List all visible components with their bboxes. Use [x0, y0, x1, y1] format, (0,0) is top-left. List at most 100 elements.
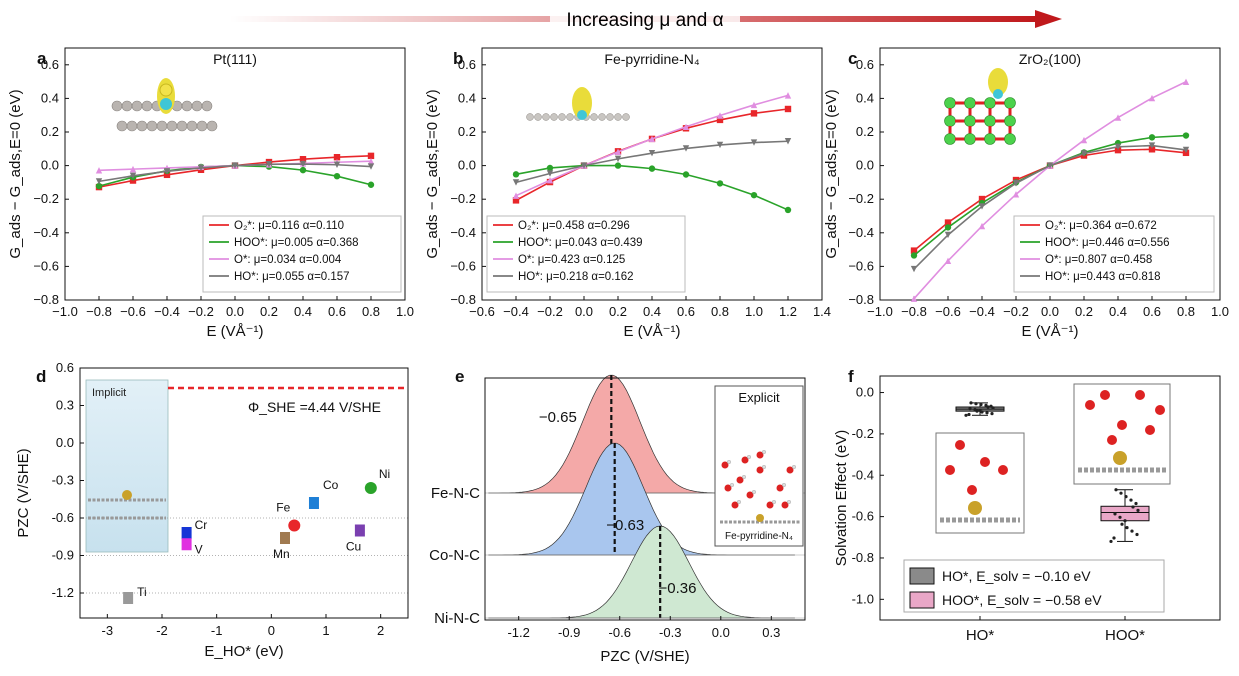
x-tick-label: -0.9 [558, 625, 580, 640]
data-point [979, 402, 983, 407]
data-point [944, 224, 952, 231]
row-label: Fe-N-C [431, 485, 480, 502]
data-point [1130, 529, 1134, 533]
data-point [978, 408, 982, 412]
panel-title: ZrO₂(100) [1019, 51, 1081, 67]
data-point [197, 164, 205, 172]
atom-icon [964, 133, 976, 145]
atom-icon [944, 133, 956, 145]
x-tick-label: 1.0 [745, 304, 763, 319]
data-point [969, 401, 973, 405]
point-label: V [195, 542, 203, 556]
y-tick-label: -0.6 [852, 509, 874, 524]
atom-icon [1004, 115, 1016, 127]
x-axis-label: E_HO* (eV) [204, 643, 283, 660]
water-icon [1135, 390, 1145, 400]
x-tick-label: 0.0 [575, 304, 593, 319]
atom-icon [526, 113, 534, 121]
water-icon [741, 456, 749, 464]
data-point [682, 123, 690, 130]
water-icon [980, 457, 990, 467]
legend-swatch [909, 567, 935, 585]
atom-icon [944, 115, 956, 127]
data-point [614, 162, 622, 169]
data-point [1120, 522, 1124, 526]
water-icon [752, 490, 757, 495]
data-point [546, 170, 554, 177]
data-point [750, 139, 758, 146]
data-point [1182, 78, 1190, 85]
y-tick-label: 0.2 [856, 124, 874, 139]
box [1100, 505, 1150, 522]
y-axis-label: G_ads − G_ads,E=0 (eV) [424, 89, 441, 258]
x-tick-label: 1.0 [1211, 304, 1229, 319]
point-label: Fe [276, 501, 290, 515]
x-tick-label: 0.0 [712, 625, 730, 640]
water-icon [756, 451, 764, 459]
data-point [1148, 142, 1156, 149]
mean-label: −0.63 [606, 517, 644, 534]
water-icon [756, 466, 764, 474]
y-tick-label: -0.3 [52, 473, 74, 488]
y-tick-label: 0.6 [458, 57, 476, 72]
data-point [944, 231, 952, 239]
series-line [515, 94, 789, 197]
charge-density-icon [160, 98, 172, 110]
data-point [978, 222, 986, 230]
atom-icon [186, 120, 198, 132]
x-axis-label: E (VÅ⁻¹) [623, 323, 680, 340]
atom-icon [181, 100, 193, 112]
atom-icon [534, 113, 542, 121]
point-label: Ni [379, 467, 390, 481]
water-icon [945, 465, 955, 475]
legend-label: O*: μ=0.034 α=0.004 [234, 254, 342, 266]
header-title-bg [550, 4, 740, 32]
data-point [989, 404, 993, 408]
y-tick-label: 0.6 [856, 57, 874, 72]
water-icon [747, 455, 752, 460]
atom-icon [944, 97, 956, 109]
panel-letter: b [453, 49, 463, 68]
water-icon [746, 491, 754, 499]
legend-label: O*: μ=0.807 α=0.458 [1045, 254, 1152, 266]
x-tick-label: 0.0 [1041, 304, 1059, 319]
x-tick-label: 0.4 [643, 304, 661, 319]
data-point [648, 165, 656, 172]
data-point [580, 162, 588, 169]
water-icon [742, 475, 747, 480]
data-point [299, 156, 307, 163]
y-axis-label: Solvation Effect (eV) [833, 430, 850, 566]
x-tick-label: 0.6 [328, 304, 346, 319]
x-tick-label: -0.6 [609, 625, 631, 640]
x-tick-label: 0.2 [260, 304, 278, 319]
y-tick-label: −0.8 [450, 292, 476, 307]
atom-icon [131, 100, 143, 112]
point-label: Mn [273, 547, 290, 561]
data-point [716, 180, 724, 187]
data-point [944, 219, 952, 226]
atom-icon [558, 113, 566, 121]
water-icon [766, 501, 774, 509]
water-icon [1155, 405, 1165, 415]
x-tick-label: -3 [102, 623, 114, 638]
data-point [1129, 498, 1133, 502]
data-point [546, 177, 554, 184]
implicit-solvent-inset [85, 379, 169, 553]
water-icon [721, 461, 729, 469]
legend-label: O*: μ=0.423 α=0.125 [518, 254, 625, 266]
atom-icon [156, 120, 168, 132]
water-icon [998, 465, 1008, 475]
atom-icon [984, 133, 996, 145]
y-tick-label: -0.6 [52, 510, 74, 525]
panel-letter: f [848, 367, 854, 386]
atom-icon [550, 113, 558, 121]
water-icon [1117, 420, 1127, 430]
x-tick-label: 1.2 [779, 304, 797, 319]
x-tick-label: -1.2 [507, 625, 529, 640]
data-point [750, 191, 758, 199]
legend-label: O₂*: μ=0.458 α=0.296 [518, 220, 630, 232]
data-point [716, 116, 724, 124]
atom-icon [206, 120, 218, 132]
legend-box [1013, 215, 1215, 293]
